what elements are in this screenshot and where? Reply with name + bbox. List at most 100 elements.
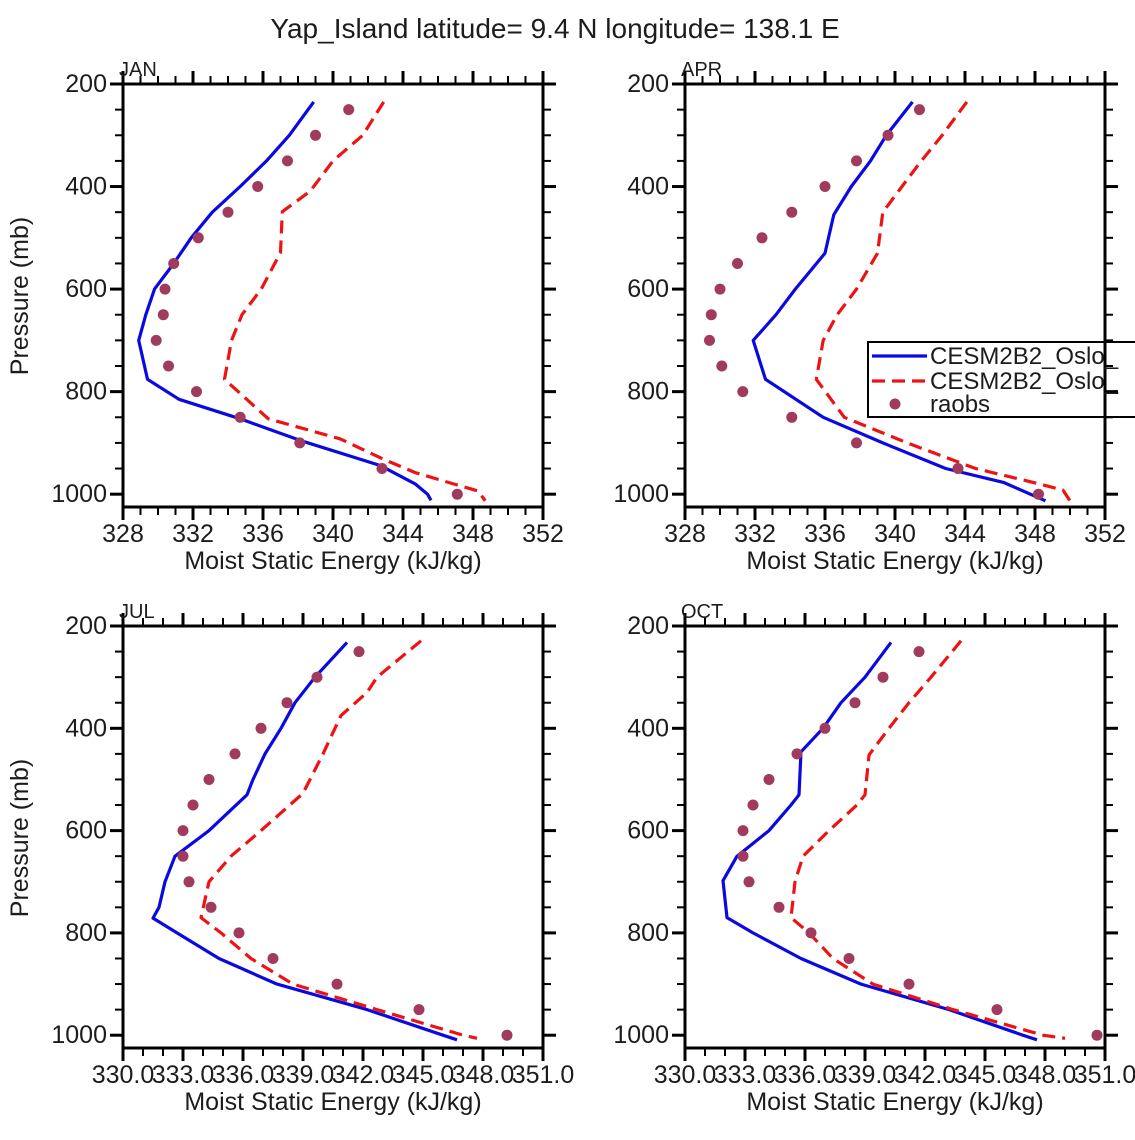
x-axis-title: Moist Static Energy (kJ/kg) [184,1088,481,1116]
raobs-dot [233,927,245,939]
panel-apr: 328 332 336 340 344 348 352 200 400 600 800 1000 APR… [613,59,1135,575]
raobs-dot [903,978,915,990]
raobs-dot [501,1029,513,1041]
y-tick-label: 400 [65,173,107,201]
raobs-dot [743,876,755,888]
raobs-dot [737,850,749,862]
y-tick-label: 600 [627,275,669,303]
y-tick-label: 1000 [613,1021,669,1049]
raobs-dot [311,671,323,683]
raobs-dot [805,927,817,939]
y-tick-label: 200 [65,70,107,98]
raobs-dot [756,232,768,244]
x-tick-label: 332 [172,520,214,548]
x-tick-label: 336 [242,520,284,548]
legend-label: CESM2B2_Oslo_ [930,368,1119,395]
raobs-dot [177,850,189,862]
raobs-dot [282,155,293,167]
legend-label: raobs [930,391,990,418]
raobs-dot [1091,1029,1103,1041]
raobs-dot [914,104,925,116]
raobs-dot [163,360,174,372]
panel-jul: 330.0333.0336.0339.0342.0345.0348.0351.0… [51,601,574,1116]
x-tick-label: 344 [944,520,986,548]
raobs-dot [737,825,749,837]
raobs-dot [267,953,279,964]
y-tick-label: 400 [627,173,669,201]
x-tick-label: 339.0 [834,1061,897,1089]
raobs-dot [205,901,217,913]
raobs-dot [714,283,726,295]
y-tick-label: 200 [65,612,107,640]
plot-frame [121,624,545,1050]
raobs-dot [732,258,743,269]
legend-dot-sample [889,398,901,410]
x-tick-label: 352 [522,520,564,548]
x-tick-label: 332 [734,520,776,548]
x-tick-label: 333.0 [152,1061,215,1089]
raobs-dot [704,334,715,346]
raobs-dot [849,697,861,709]
raobs-dot [159,283,171,295]
raobs-dot [376,463,388,474]
y-tick-label: 200 [627,612,669,640]
raobs-dot [157,309,169,321]
raobs-dot [851,155,862,167]
x-tick-label: 351.0 [512,1061,575,1089]
panel-month-label: JAN [119,59,157,81]
raobs-dot [191,386,202,398]
x-tick-label: 330.0 [654,1061,717,1089]
raobs-dot [177,825,189,837]
y-axis-label-bottom: Pressure (mb) [6,759,34,917]
raobs-dot [252,181,264,192]
x-tick-label: 336.0 [774,1061,837,1089]
panel-month-label: JUL [119,601,155,623]
y-tick-label: 800 [627,919,669,947]
y-tick-label: 600 [627,817,669,845]
raobs-dot [1033,488,1044,500]
raobs-dot [150,334,162,346]
raobs-dot [234,411,246,423]
raobs-dot [343,104,355,116]
panel-month-label: OCT [681,601,723,623]
legend-label: CESM2B2_Oslo_ [930,343,1119,370]
x-tick-label: 348.0 [1014,1061,1077,1089]
raobs-dot [819,722,831,734]
y-tick-label: 600 [65,817,107,845]
x-tick-label: 342.0 [894,1061,957,1089]
raobs-dot [819,181,831,192]
raobs-dot [913,646,925,658]
y-axis-label-top: Pressure (mb) [6,217,34,375]
model-solid-line [721,641,1038,1042]
y-tick-label: 400 [627,714,669,742]
raobs-dot [255,722,267,734]
x-tick-label: 342.0 [332,1061,395,1089]
raobs-dot [786,411,798,423]
raobs-dot [843,953,855,964]
x-tick-label: 336 [804,520,846,548]
raobs-dot [229,748,241,760]
raobs-dot [747,799,759,811]
x-tick-label: 345.0 [392,1061,455,1089]
raobs-dot [281,697,293,709]
plot-frame [683,82,1107,509]
y-tick-label: 800 [65,378,107,406]
x-tick-label: 340 [874,520,916,548]
raobs-dot [192,232,204,244]
raobs-dot [877,671,889,683]
raobs-dot [168,258,180,269]
raobs-dot [773,901,785,913]
y-tick-label: 800 [65,919,107,947]
panel-jan: 328 332 336 340 344 348 352 200 400 600 800 1000 JAN… [51,59,563,575]
y-tick-label: 1000 [613,480,669,508]
model-dashed-line [789,639,1066,1040]
raobs-dot [882,129,894,141]
raobs-dot [737,386,749,398]
y-tick-label: 1000 [51,1021,107,1049]
x-tick-label: 328 [102,520,144,548]
x-axis-title: Moist Static Energy (kJ/kg) [184,547,481,575]
raobs-dot [791,748,803,760]
x-tick-label: 328 [664,520,706,548]
raobs-dot [991,1004,1003,1016]
